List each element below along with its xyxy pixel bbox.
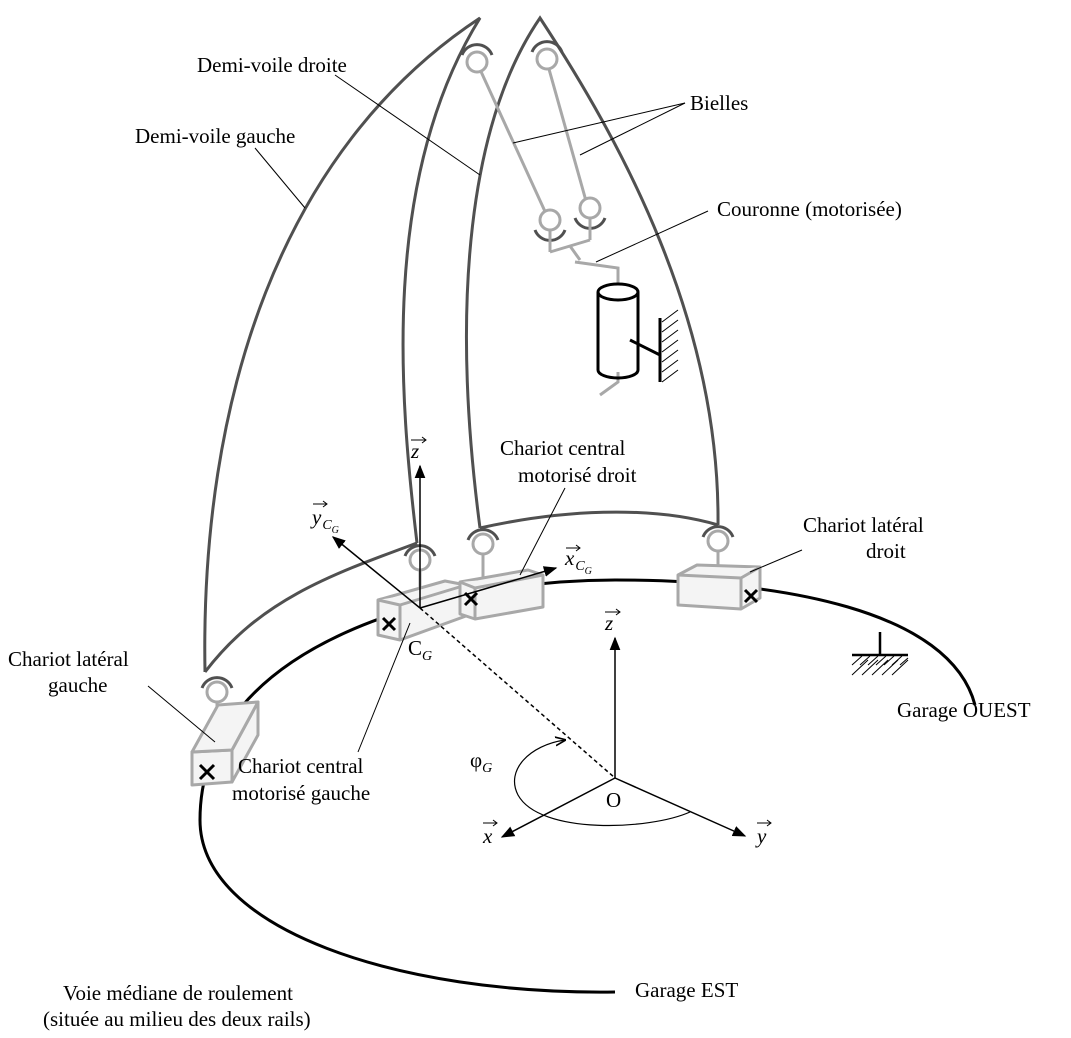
leader-chariot-central-gauche <box>357 622 411 753</box>
label-demi-voile-gauche: Demi-voile gauche <box>135 124 295 148</box>
pin-right-sail-left <box>466 528 500 556</box>
leader-demi-voile-droite <box>334 74 481 176</box>
label-garage-est: Garage EST <box>635 978 738 1002</box>
svg-text:yCG: yCG <box>310 505 339 536</box>
label-chariot-lateral-droit-2: droit <box>866 539 906 563</box>
symbol-y-global: y <box>755 819 772 848</box>
label-chariot-lateral-gauche-1: Chariot latéral <box>8 647 129 671</box>
label-chariot-central-gauche-1: Chariot central <box>238 754 364 778</box>
crown-assembly <box>548 219 679 397</box>
carriage-central-right <box>458 554 545 621</box>
pin-left-sail-left <box>200 676 234 704</box>
carriage-lateral-left <box>190 700 260 787</box>
svg-text:z: z <box>410 439 419 463</box>
symbol-z-local: z <box>410 436 427 463</box>
symbol-y-cg: yCG <box>310 500 339 536</box>
top-pin-right <box>530 40 564 71</box>
x-cg-axis <box>419 566 558 609</box>
left-sail-bottom-edge <box>203 541 418 673</box>
carriage-lateral-right <box>676 551 762 611</box>
svg-text:z: z <box>604 611 613 635</box>
leader-chariot-lateral-droit <box>749 549 803 573</box>
symbol-x-global: x <box>482 819 498 848</box>
right-half-sail <box>465 15 720 529</box>
symbol-z-global: z <box>604 608 621 635</box>
symbol-x-cg: xCG <box>564 544 592 577</box>
label-chariot-lateral-gauche-2: gauche <box>48 673 107 697</box>
label-chariot-central-droit-1: Chariot central <box>500 436 626 460</box>
rolling-track <box>198 578 977 994</box>
leader-bielles-1 <box>512 102 686 144</box>
leader-chariot-central-droit <box>519 487 566 576</box>
lower-pin-right <box>573 196 607 230</box>
leader-bielles-2 <box>579 102 686 156</box>
symbol-phi: φG <box>470 748 492 776</box>
pin-right-sail-right <box>701 525 735 553</box>
top-pin-left <box>460 43 494 74</box>
label-chariot-lateral-droit-1: Chariot latéral <box>803 513 924 537</box>
symbol-point-cg: CG <box>408 636 432 664</box>
leader-couronne <box>595 210 709 263</box>
bielle-right <box>545 61 590 209</box>
label-bielles: Bielles <box>690 91 748 115</box>
label-garage-ouest: Garage OUEST <box>897 698 1031 722</box>
ground-symbol <box>851 632 909 676</box>
leader-demi-voile-gauche <box>254 147 306 209</box>
label-voie-2: (située au milieu des deux rails) <box>43 1007 311 1031</box>
svg-text:xCG: xCG <box>564 546 592 577</box>
svg-text:x: x <box>482 824 493 848</box>
bielle-left <box>476 64 550 219</box>
symbol-origin: O <box>606 788 621 812</box>
cg-to-origin-dashed <box>419 607 616 779</box>
right-sail-bottom-edge <box>479 510 719 530</box>
carriage-central-left <box>376 570 468 642</box>
y-global-axis <box>614 777 747 837</box>
label-couronne: Couronne (motorisée) <box>717 197 902 221</box>
phi-angle-arc <box>513 740 691 827</box>
leader-chariot-lateral-gauche <box>147 685 216 743</box>
left-half-sail <box>203 16 482 673</box>
label-voie-1: Voie médiane de roulement <box>63 981 293 1005</box>
label-chariot-central-droit-2: motorisé droit <box>518 463 637 487</box>
x-global-axis <box>500 777 616 838</box>
label-chariot-central-gauche-2: motorisé gauche <box>232 781 370 805</box>
label-demi-voile-droite: Demi-voile droite <box>197 53 347 77</box>
y-cg-axis <box>331 536 421 609</box>
svg-text:y: y <box>755 824 767 848</box>
